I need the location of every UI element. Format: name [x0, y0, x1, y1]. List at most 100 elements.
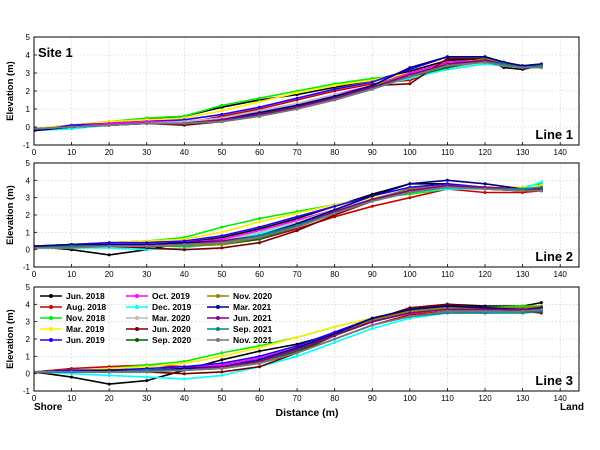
y-tick-label: 0 [26, 370, 31, 379]
chart-panel-1: 0 10 20 30 40 50 60 70 80 90 100 110 120 130 140-10123… [5, 33, 580, 157]
legend-swatch-marker [49, 327, 53, 331]
chart-panel-3: 0 10 20 30 40 50 60 70 80 90 100 110 120 130 140-10123… [5, 283, 580, 403]
data-point-mar-2019 [220, 109, 224, 113]
legend-item-sep-2021: Sep. 2021 [207, 324, 272, 334]
data-point-nov-2021 [521, 309, 525, 313]
y-axis-label: Elevation (m) [5, 61, 16, 121]
x-tick-label: 70 [293, 394, 302, 403]
data-point-aug-2018 [408, 196, 412, 200]
data-point-nov-2021 [220, 241, 224, 245]
data-point-jun-2021 [295, 347, 299, 351]
data-point-jun-2018 [220, 358, 224, 362]
x-tick-label: 130 [516, 270, 530, 279]
legend-swatch-marker [49, 316, 53, 320]
x-tick-label: 100 [403, 394, 417, 403]
series-line-nov-2021 [34, 61, 543, 130]
data-point-dec-2019 [539, 180, 543, 184]
data-point-nov-2021 [145, 121, 149, 125]
data-point-jun-2018 [107, 382, 111, 386]
legend-label: Jun. 2019 [66, 335, 105, 345]
data-point-jun-2019 [295, 215, 299, 219]
x-tick-label: 120 [478, 394, 492, 403]
data-point-dec-2019 [182, 377, 186, 381]
y-tick-label: 4 [26, 300, 31, 309]
legend-label: Mar. 2019 [66, 324, 105, 334]
y-tick-label: 4 [26, 176, 31, 185]
data-point-jun-2020 [220, 246, 224, 250]
data-point-mar-2021 [408, 308, 412, 311]
data-point-nov-2021 [182, 368, 186, 372]
x-tick-label: 20 [105, 148, 114, 157]
legend-label: Sep. 2020 [152, 335, 191, 345]
y-tick-label: 0 [26, 123, 31, 132]
data-point-mar-2021 [483, 182, 487, 186]
data-point-nov-2021 [107, 370, 111, 374]
x-tick-label: 60 [255, 148, 264, 157]
x-tick-label: 10 [67, 270, 76, 279]
data-point-nov-2021 [258, 114, 261, 118]
legend-swatch-marker [49, 294, 53, 298]
x-tick-label: 110 [441, 270, 454, 279]
legend-item-dec-2019: Dec. 2019 [126, 302, 191, 312]
legend-item-mar-2020: Mar. 2020 [126, 313, 191, 323]
data-point-nov-2021 [539, 66, 543, 70]
series-group [34, 301, 543, 386]
data-point-jun-2020 [182, 248, 186, 252]
data-point-jun-2021 [370, 320, 374, 324]
shore-label: Shore [34, 402, 63, 413]
legend-label: Dec. 2019 [152, 302, 191, 312]
data-point-mar-2019 [295, 91, 299, 95]
legend-item-aug-2018: Aug. 2018 [40, 302, 106, 312]
legend-item-nov-2020: Nov. 2020 [207, 291, 272, 301]
y-tick-label: -1 [23, 263, 31, 272]
data-point-mar-2021 [408, 182, 412, 186]
legend-item-jun-2021: Jun. 2021 [207, 313, 272, 323]
y-tick-label: 3 [26, 194, 31, 203]
legend-swatch-marker [49, 305, 53, 309]
data-point-nov-2021 [70, 370, 74, 374]
data-point-jun-2021 [333, 334, 337, 337]
x-axis-label: Distance (m) [275, 407, 338, 419]
legend-item-mar-2019: Mar. 2019 [40, 324, 105, 334]
x-tick-label: 0 [32, 270, 37, 279]
legend-swatch-marker [216, 294, 220, 298]
x-tick-label: 140 [554, 270, 568, 279]
legend-swatch-marker [135, 305, 139, 309]
data-point-jun-2019 [258, 225, 261, 229]
data-point-mar-2019 [182, 361, 186, 365]
x-tick-label: 100 [403, 270, 417, 279]
legend-item-oct-2019: Oct. 2019 [126, 291, 190, 301]
x-tick-label: 60 [255, 270, 264, 279]
data-point-nov-2021 [182, 121, 186, 125]
x-tick-label: 40 [180, 394, 189, 403]
data-point-nov-2021 [408, 75, 412, 79]
data-point-nov-2021 [70, 246, 74, 250]
data-point-nov-2021 [370, 87, 374, 91]
data-point-jun-2019 [220, 112, 224, 116]
data-point-jun-2018 [145, 379, 149, 383]
data-point-nov-2021 [445, 185, 449, 189]
data-point-jun-2021 [408, 311, 412, 315]
data-point-nov-2018 [258, 217, 261, 220]
data-point-jun-2018 [258, 349, 261, 353]
data-point-jun-2020 [258, 365, 261, 369]
x-tick-label: 50 [217, 394, 226, 403]
land-label: Land [560, 402, 584, 413]
legend-label: Jun. 2020 [152, 324, 191, 334]
data-point-mar-2019 [295, 211, 299, 215]
y-tick-label: 3 [26, 69, 31, 78]
data-point-nov-2021 [370, 323, 374, 327]
data-point-nov-2018 [258, 96, 261, 100]
data-point-mar-2019 [258, 346, 261, 350]
x-tick-label: 80 [330, 394, 339, 403]
legend-swatch-marker [135, 294, 139, 298]
x-tick-label: 80 [330, 270, 339, 279]
x-tick-label: 100 [403, 148, 417, 157]
data-point-nov-2021 [145, 370, 149, 374]
data-point-sep-2021 [539, 185, 543, 189]
x-tick-label: 40 [180, 148, 189, 157]
data-point-mar-2021 [408, 66, 412, 70]
data-point-mar-2021 [445, 55, 449, 59]
data-point-jun-2020 [295, 229, 299, 233]
